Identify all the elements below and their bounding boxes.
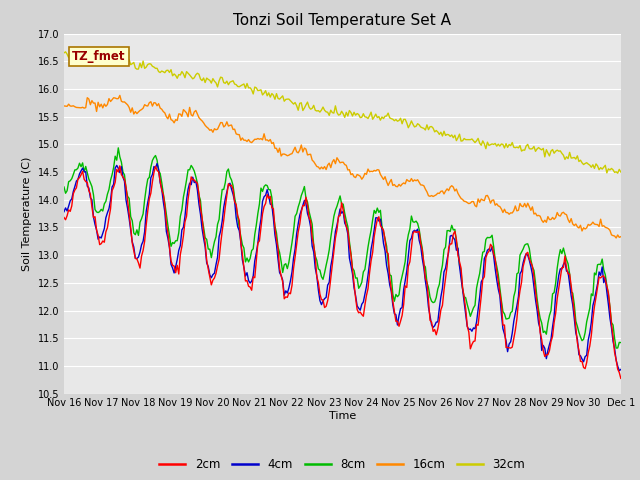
2cm bbox=[116, 163, 124, 169]
4cm bbox=[246, 280, 254, 286]
2cm bbox=[588, 332, 595, 338]
16cm bbox=[612, 235, 620, 241]
32cm bbox=[588, 164, 595, 170]
2cm bbox=[255, 238, 263, 244]
8cm bbox=[612, 345, 620, 351]
32cm bbox=[130, 60, 138, 65]
32cm bbox=[60, 50, 68, 56]
4cm bbox=[153, 161, 161, 167]
16cm bbox=[305, 152, 313, 157]
Line: 32cm: 32cm bbox=[64, 50, 621, 173]
Text: TZ_fmet: TZ_fmet bbox=[72, 50, 126, 63]
8cm bbox=[130, 230, 138, 236]
2cm bbox=[246, 284, 254, 290]
4cm bbox=[228, 186, 236, 192]
16cm bbox=[116, 93, 124, 98]
8cm bbox=[305, 209, 313, 215]
X-axis label: Time: Time bbox=[329, 411, 356, 421]
Line: 16cm: 16cm bbox=[64, 96, 621, 238]
32cm bbox=[617, 169, 625, 175]
16cm bbox=[60, 103, 68, 109]
8cm bbox=[228, 177, 236, 183]
16cm bbox=[228, 122, 236, 128]
4cm bbox=[60, 209, 68, 215]
16cm bbox=[255, 136, 263, 142]
2cm bbox=[130, 248, 138, 254]
8cm bbox=[255, 201, 263, 207]
16cm bbox=[130, 111, 138, 117]
Line: 8cm: 8cm bbox=[64, 148, 621, 348]
16cm bbox=[617, 234, 625, 240]
8cm bbox=[115, 145, 122, 151]
4cm bbox=[588, 319, 595, 325]
Line: 2cm: 2cm bbox=[64, 166, 621, 378]
Title: Tonzi Soil Temperature Set A: Tonzi Soil Temperature Set A bbox=[234, 13, 451, 28]
Y-axis label: Soil Temperature (C): Soil Temperature (C) bbox=[22, 156, 32, 271]
4cm bbox=[616, 368, 623, 373]
32cm bbox=[81, 47, 88, 53]
16cm bbox=[588, 221, 595, 227]
4cm bbox=[617, 367, 625, 372]
8cm bbox=[617, 340, 625, 346]
32cm bbox=[246, 85, 254, 91]
4cm bbox=[129, 239, 136, 245]
8cm bbox=[588, 291, 595, 297]
2cm bbox=[228, 182, 236, 188]
2cm bbox=[305, 215, 313, 220]
8cm bbox=[246, 255, 254, 261]
32cm bbox=[614, 170, 621, 176]
2cm bbox=[617, 375, 625, 381]
32cm bbox=[305, 104, 313, 110]
8cm bbox=[60, 184, 68, 190]
32cm bbox=[255, 87, 263, 93]
Legend: 2cm, 4cm, 8cm, 16cm, 32cm: 2cm, 4cm, 8cm, 16cm, 32cm bbox=[155, 454, 530, 476]
Line: 4cm: 4cm bbox=[64, 164, 621, 371]
4cm bbox=[305, 216, 313, 221]
32cm bbox=[228, 79, 236, 84]
16cm bbox=[246, 139, 254, 145]
4cm bbox=[255, 226, 263, 232]
2cm bbox=[60, 215, 68, 220]
